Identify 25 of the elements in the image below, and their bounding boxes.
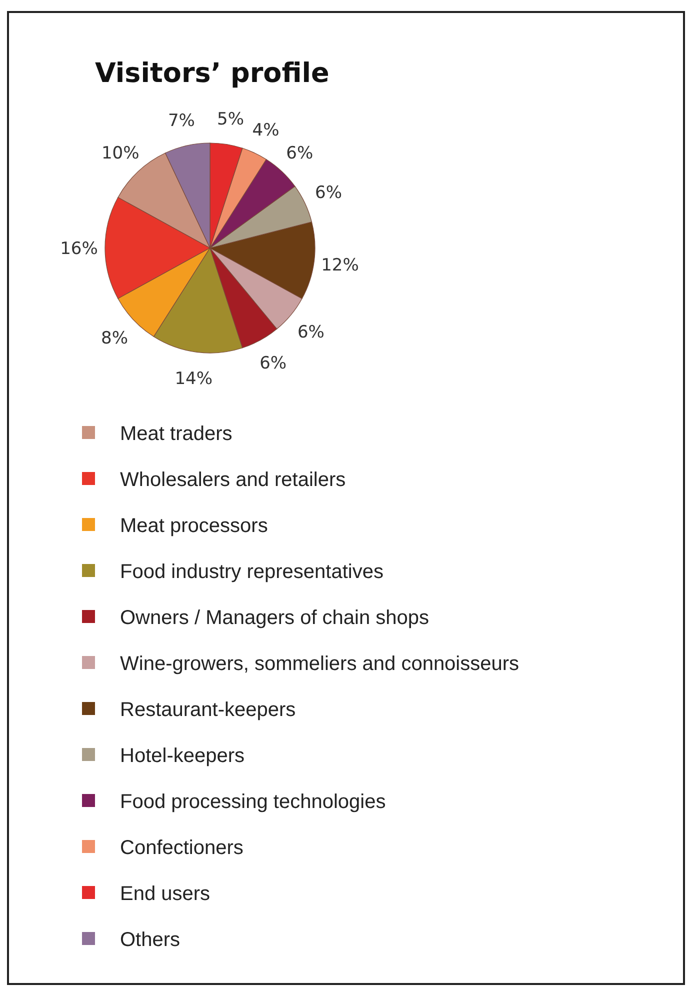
legend-label: Confectioners (120, 837, 244, 859)
data-label: 6% (260, 354, 287, 374)
chart-title: Visitors’ profile (95, 58, 330, 89)
data-label: 16% (60, 238, 98, 259)
data-label: 6% (297, 322, 324, 342)
data-label: 6% (286, 143, 314, 164)
legend-label: Meat traders (120, 423, 232, 445)
legend-label: Hotel-keepers (120, 745, 245, 767)
legend-label: Wholesalers and retailers (120, 469, 346, 491)
legend-label: Restaurant-keepers (120, 699, 296, 721)
data-label: 7% (168, 111, 195, 132)
legend-label: Food industry representatives (120, 561, 384, 583)
legend-label: Wine-growers, sommeliers and connoisseurs (120, 653, 520, 675)
legend-label: Others (120, 929, 180, 951)
data-label: 14% (174, 368, 212, 389)
data-label: 10% (101, 143, 140, 164)
legend-label: Meat processors (120, 515, 268, 537)
legend-label: Food processing technologies (120, 791, 386, 813)
data-label: 4% (252, 120, 280, 140)
data-label: 5% (217, 110, 244, 130)
data-label: 6% (315, 183, 342, 204)
legend-label: End users (120, 883, 210, 905)
data-label: 8% (101, 328, 128, 349)
data-label: 12% (321, 255, 359, 276)
legend-label: Owners / Managers of chain shops (120, 607, 430, 629)
